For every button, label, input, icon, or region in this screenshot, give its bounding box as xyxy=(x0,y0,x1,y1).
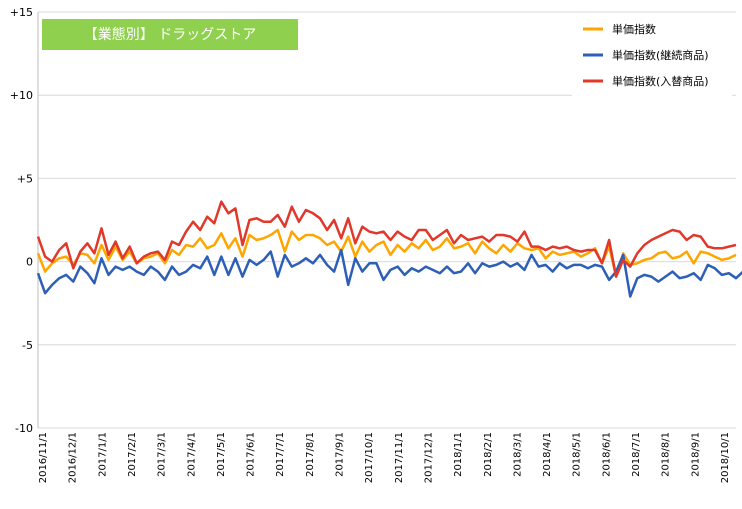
legend-label-series-1: 単価指数(継続商品) xyxy=(612,48,709,62)
y-tick-label: -10 xyxy=(15,422,33,435)
x-tick-label: 2018/6/1 xyxy=(601,432,612,477)
legend-background xyxy=(572,18,732,96)
x-tick-label: 2017/6/1 xyxy=(246,432,257,477)
x-tick-label: 2018/9/1 xyxy=(690,432,701,477)
legend-label-series-2: 単価指数(入替商品) xyxy=(612,74,709,88)
x-tick-label: 2018/4/1 xyxy=(542,432,553,477)
x-tick-label: 2017/5/1 xyxy=(216,432,227,477)
y-tick-label: +5 xyxy=(17,172,33,185)
chart-title-background xyxy=(42,19,298,50)
y-tick-labels: +15 +10 +5 0 -5 -10 xyxy=(10,6,33,435)
y-tick-label: -5 xyxy=(22,339,33,352)
gridlines xyxy=(38,11,736,429)
x-tick-label: 2018/1/1 xyxy=(453,432,464,477)
x-tick-label: 2017/7/1 xyxy=(275,432,286,477)
y-tick-label: 0 xyxy=(26,256,33,269)
y-tick-label: +15 xyxy=(10,6,33,19)
x-tick-label: 2017/2/1 xyxy=(127,432,138,477)
x-tick-label: 2017/11/1 xyxy=(394,432,405,483)
series-line-2 xyxy=(36,200,737,278)
y-tick-label: +10 xyxy=(10,89,33,102)
x-tick-label: 2018/5/1 xyxy=(572,432,583,477)
x-tick-label: 2017/4/1 xyxy=(186,432,197,477)
x-tick-label: 2018/3/1 xyxy=(512,432,523,477)
x-tick-label: 2017/8/1 xyxy=(305,432,316,477)
x-tick-label: 2018/2/1 xyxy=(483,432,494,477)
x-tick-label: 2018/7/1 xyxy=(631,432,642,477)
x-tick-label: 2016/12/1 xyxy=(68,432,79,483)
legend-label-series-0: 単価指数 xyxy=(612,22,656,36)
x-tick-label: 2017/3/1 xyxy=(157,432,168,477)
series-lines xyxy=(36,200,742,298)
x-tick-label: 2017/12/1 xyxy=(423,432,434,483)
x-tick-label: 2017/1/1 xyxy=(97,432,108,477)
x-tick-label: 2018/8/1 xyxy=(661,432,672,477)
x-tick-label: 2016/11/1 xyxy=(38,432,49,483)
chart-title: 【業態別】 ドラッグストア xyxy=(84,27,256,43)
legend: 単価指数 単価指数(継続商品) 単価指数(入替商品) xyxy=(572,18,732,96)
x-tick-labels: 2016/11/1 2016/12/1 2017/1/1 2017/2/1 2017/3… xyxy=(38,432,731,483)
x-tick-label: 2018/10/1 xyxy=(720,432,731,483)
chart-title-box: 【業態別】 ドラッグストア xyxy=(42,19,298,50)
x-tick-label: 2017/9/1 xyxy=(335,432,346,477)
series-line-1 xyxy=(36,248,742,298)
x-tick-label: 2017/10/1 xyxy=(364,432,375,483)
